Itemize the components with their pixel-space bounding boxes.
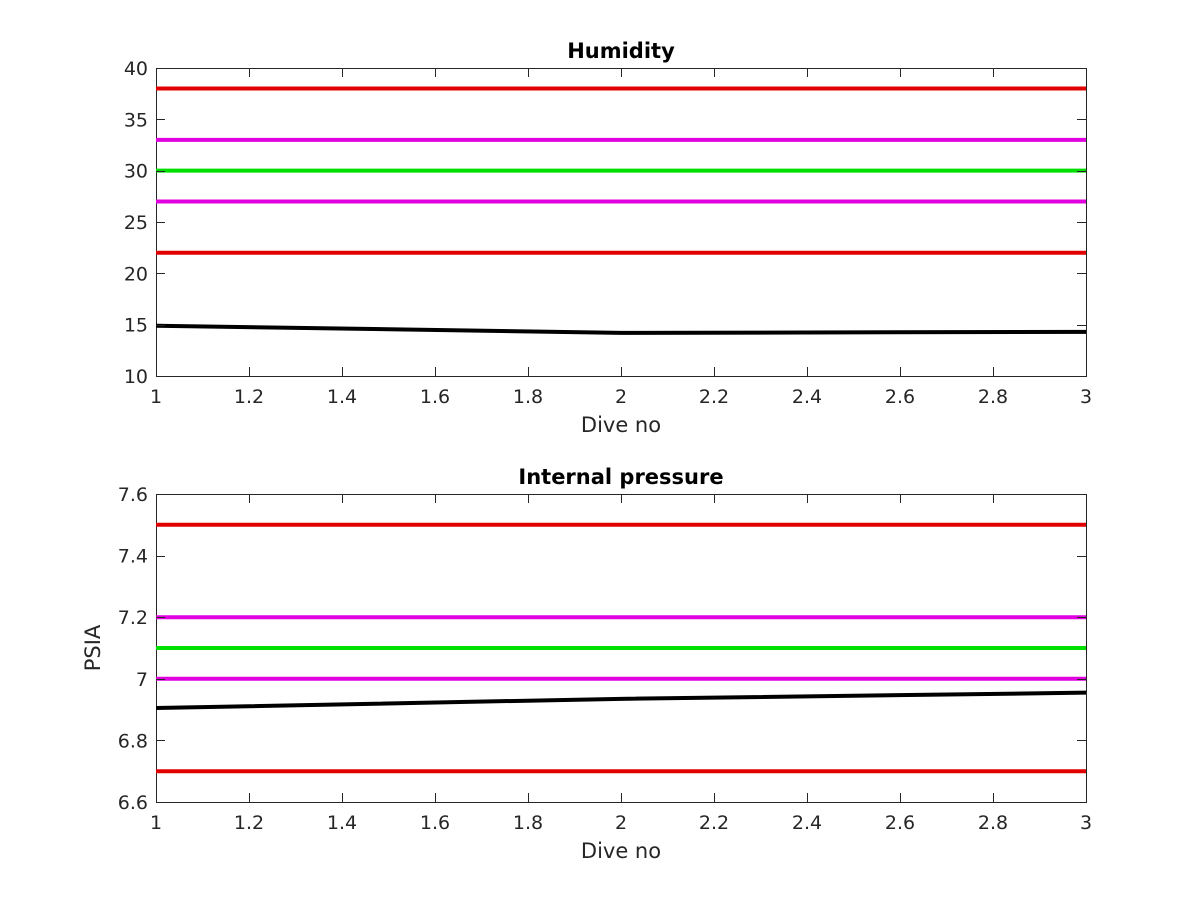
axes-box [156, 68, 1087, 377]
y-tick-label: 20 [124, 263, 148, 285]
y-axis-label: PSIA [81, 624, 105, 671]
x-tick-label: 2.2 [699, 386, 729, 408]
subplot-1: 1 1.2 1.4 1.6 1.8 2 2.2 2.4 2.6 2.8 3 10 15 20 25 30 35 4… [124, 39, 1092, 437]
y-tick-label: 7 [136, 669, 148, 691]
x-tick-label: 1.2 [234, 386, 264, 408]
y-tick-label: 7.4 [118, 546, 148, 568]
x-tick-label: 1.4 [327, 812, 357, 834]
x-tick-label: 1.2 [234, 812, 264, 834]
x-tick-label: 1 [150, 812, 162, 834]
y-tick-label: 40 [124, 58, 148, 80]
x-tick-label: 2.8 [978, 386, 1008, 408]
series-line-6 [156, 690, 1087, 711]
y-tick-label: 10 [124, 366, 148, 388]
x-tick-label: 3 [1080, 386, 1092, 408]
x-tick-label: 2.4 [792, 386, 822, 408]
x-tick-label: 1.6 [420, 386, 450, 408]
y-tick-label: 6.8 [118, 730, 148, 752]
x-tick-label: 2 [615, 812, 627, 834]
y-tick-label: 30 [124, 161, 148, 183]
x-tick-label: 1.4 [327, 386, 357, 408]
y-tick-label: 15 [124, 315, 148, 337]
y-tick-label: 6.6 [118, 792, 148, 814]
x-tick-label: 1.6 [420, 812, 450, 834]
x-axis-label: Dive no [581, 839, 661, 863]
series-group [156, 522, 1087, 774]
subplot-2: 1 1.2 1.4 1.6 1.8 2 2.2 2.4 2.6 2.8 3 6.6 6.8 7 7.2 7.4… [81, 465, 1092, 863]
x-tick-label: 3 [1080, 812, 1092, 834]
y-tick-label: 7.2 [118, 607, 148, 629]
x-axis-label: Dive no [581, 413, 661, 437]
x-tick-label: 1.8 [513, 386, 543, 408]
y-tick-label: 25 [124, 212, 148, 234]
x-tick-label: 2 [615, 386, 627, 408]
x-tick-label: 1.8 [513, 812, 543, 834]
y-tick-label: 35 [124, 109, 148, 131]
series-line-6 [156, 323, 1087, 335]
x-tick-label: 1 [150, 386, 162, 408]
series-group [156, 86, 1087, 335]
x-tick-label: 2.8 [978, 812, 1008, 834]
x-tick-label: 2.6 [885, 386, 915, 408]
y-tick-label: 7.6 [118, 484, 148, 506]
x-tick-label: 2.2 [699, 812, 729, 834]
x-tick-label: 2.4 [792, 812, 822, 834]
chart-title: Internal pressure [518, 465, 723, 489]
x-tick-label: 2.6 [885, 812, 915, 834]
chart-title: Humidity [567, 39, 675, 63]
